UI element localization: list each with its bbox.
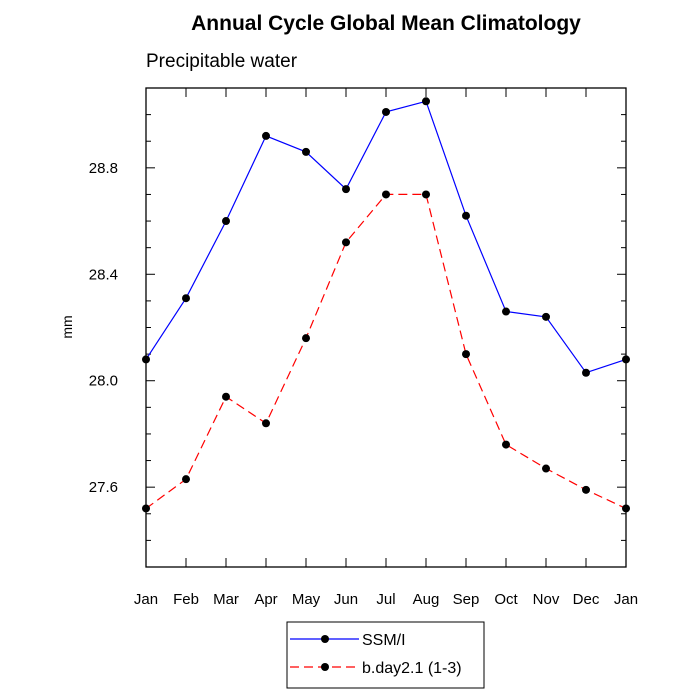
y-tick-labels: 27.6 28.0 28.4 28.8 xyxy=(89,160,118,496)
legend-label-bday: b.day2.1 (1-3) xyxy=(362,660,462,677)
series-0-point xyxy=(462,211,470,220)
y-tick-label: 27.6 xyxy=(89,479,118,496)
chart-title: Annual Cycle Global Mean Climatology xyxy=(191,12,581,35)
series-layer xyxy=(142,97,630,513)
x-tick-labels: Jan Feb Mar Apr May Jun Jul Aug Sep Oct Nov Dec Jan xyxy=(134,591,638,608)
y-tick-label: 28.0 xyxy=(89,373,118,390)
series-0-point xyxy=(582,368,590,377)
series-0-point xyxy=(222,217,230,226)
y-tick-label: 28.8 xyxy=(89,160,118,177)
x-tick-label: Sep xyxy=(453,591,480,608)
legend-marker-bday xyxy=(321,663,329,671)
x-tick-label: Mar xyxy=(213,591,239,608)
x-tick-label: Oct xyxy=(494,591,518,608)
series-line-1 xyxy=(145,193,627,510)
series-1-point xyxy=(502,440,510,449)
series-1-point xyxy=(542,464,550,473)
series-line-0 xyxy=(145,100,627,374)
series-1-point xyxy=(342,238,350,247)
x-tick-label: Aug xyxy=(413,591,440,608)
series-1-point xyxy=(182,475,190,484)
series-1-point xyxy=(582,485,590,494)
series-0-point xyxy=(542,312,550,321)
legend-frame xyxy=(286,621,485,689)
x-tick-label: Jun xyxy=(334,591,358,608)
legend-marker-ssmi xyxy=(321,635,329,643)
y-tick-label: 28.4 xyxy=(89,266,118,283)
x-tick-label: Jan xyxy=(614,591,638,608)
x-tick-label: Feb xyxy=(173,591,199,608)
series-0-point xyxy=(382,107,390,116)
series-0-point xyxy=(182,294,190,303)
series-0-point xyxy=(422,97,430,106)
x-tick-label: Jan xyxy=(134,591,158,608)
series-1-point xyxy=(382,190,390,199)
chart-subtitle: Precipitable water xyxy=(146,51,298,72)
legend-label-ssmi: SSM/I xyxy=(362,632,406,649)
y-axis-label: mm xyxy=(59,315,75,338)
x-tick-label: Dec xyxy=(573,591,600,608)
series-1-point xyxy=(422,190,430,199)
series-1-point xyxy=(222,392,230,401)
series-0-point xyxy=(302,147,310,156)
series-1-point xyxy=(462,350,470,359)
x-tick-label: Nov xyxy=(533,591,560,608)
x-tick-label: May xyxy=(292,591,321,608)
plot-frame xyxy=(145,87,627,568)
legend: SSM/I b.day2.1 (1-3) xyxy=(286,621,485,689)
x-tick-label: Apr xyxy=(254,591,277,608)
series-1-point xyxy=(302,334,310,343)
x-tick-label: Jul xyxy=(376,591,395,608)
series-0-point xyxy=(502,307,510,316)
series-0-point xyxy=(342,185,350,194)
series-1-point xyxy=(262,419,270,428)
series-0-point xyxy=(262,131,270,140)
